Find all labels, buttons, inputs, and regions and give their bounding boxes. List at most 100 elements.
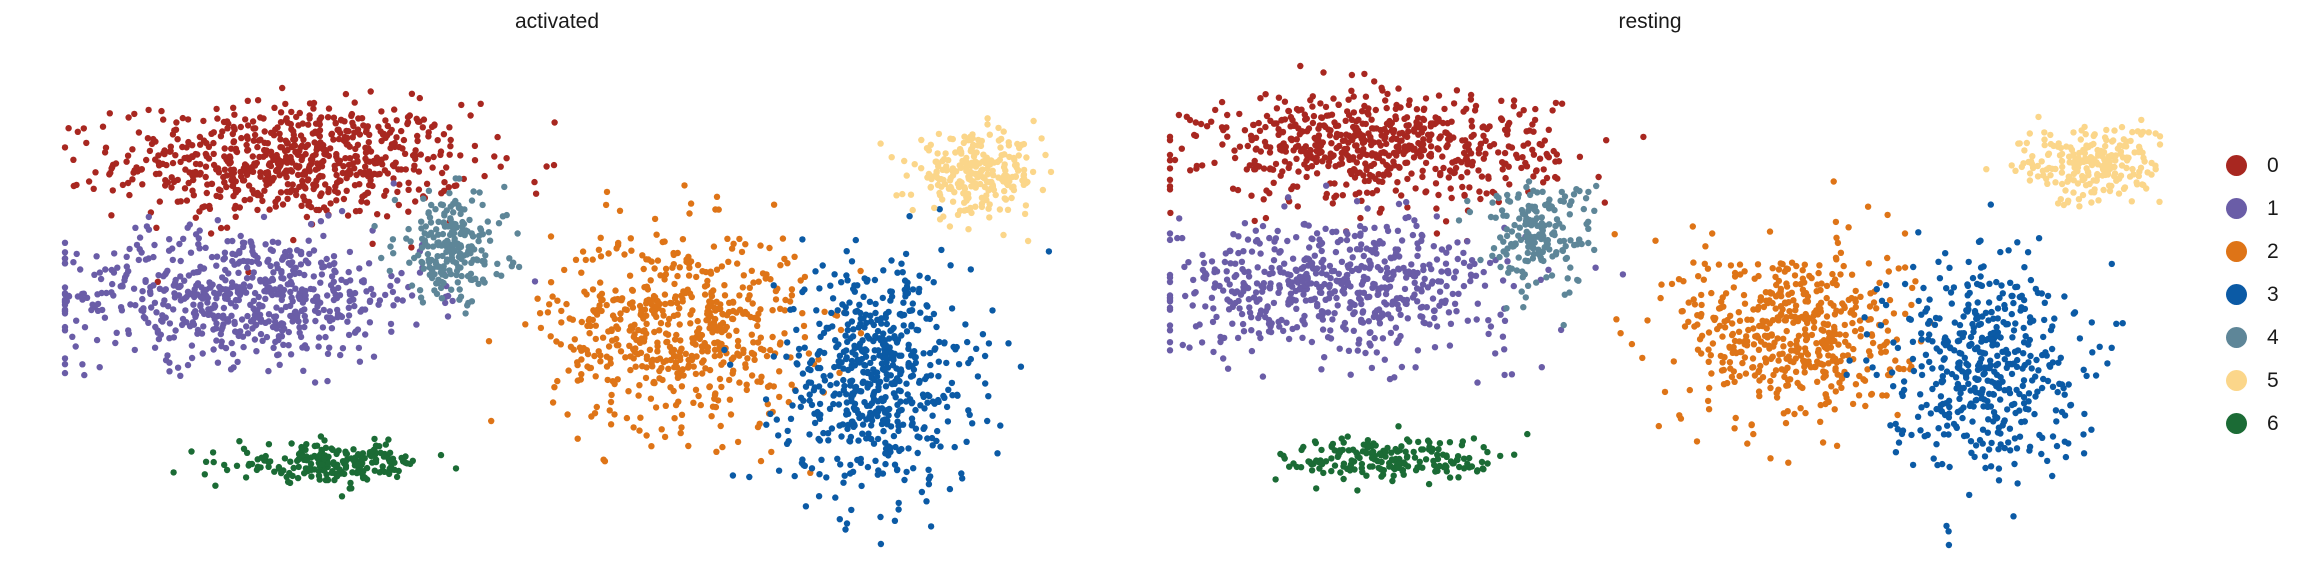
scatter-point <box>1387 329 1395 337</box>
scatter-point <box>287 153 294 161</box>
scatter-point <box>1705 346 1712 353</box>
scatter-point <box>656 300 663 308</box>
scatter-point <box>942 150 949 157</box>
scatter-point <box>699 370 706 377</box>
scatter-point <box>1395 305 1402 313</box>
scatter-point <box>1749 364 1756 371</box>
scatter-point <box>828 309 835 317</box>
scatter-point <box>727 361 734 368</box>
scatter-point <box>233 462 241 469</box>
scatter-point <box>1830 302 1837 309</box>
scatter-point <box>637 414 644 421</box>
scatter-point <box>887 288 894 295</box>
scatter-point <box>347 170 354 177</box>
scatter-point <box>1252 227 1259 234</box>
scatter-point <box>499 213 507 220</box>
scatter-point <box>981 352 989 360</box>
scatter-point <box>648 443 655 450</box>
scatter-point <box>821 349 828 357</box>
scatter-point <box>378 108 385 115</box>
scatter-point <box>704 277 711 285</box>
scatter-point <box>1372 175 1379 182</box>
scatter-point <box>1474 379 1481 386</box>
scatter-point <box>287 288 294 296</box>
scatter-point <box>1450 100 1458 107</box>
scatter-point <box>1797 383 1804 390</box>
scatter-point <box>1426 136 1433 144</box>
scatter-point <box>156 170 163 177</box>
scatter-point <box>1835 341 1842 348</box>
scatter-point <box>452 259 460 267</box>
scatter-point <box>985 393 992 400</box>
scatter-point <box>677 337 684 344</box>
scatter-point <box>909 300 916 307</box>
scatter-point <box>1308 154 1315 161</box>
scatter-point <box>1419 167 1426 174</box>
scatter-point <box>1381 299 1388 306</box>
scatter-point <box>313 206 320 214</box>
scatter-point <box>706 383 713 391</box>
scatter-point <box>381 167 389 174</box>
scatter-point <box>880 267 887 274</box>
scatter-point <box>1297 62 1304 70</box>
scatter-point <box>306 112 313 119</box>
scatter-point <box>481 279 488 286</box>
scatter-point <box>1246 304 1253 311</box>
scatter-point <box>860 378 867 385</box>
scatter-point <box>123 263 130 270</box>
scatter-point <box>61 144 69 151</box>
scatter-point <box>1190 276 1197 284</box>
scatter-point <box>776 393 783 401</box>
scatter-point <box>532 190 540 197</box>
scatter-point <box>1841 321 1848 329</box>
scatter-point <box>394 277 401 284</box>
scatter-point <box>446 231 454 239</box>
scatter-point <box>207 284 214 291</box>
scatter-point <box>323 255 330 263</box>
scatter-point <box>1299 265 1306 272</box>
scatter-point <box>228 145 235 152</box>
scatter-point <box>1848 294 1855 302</box>
scatter-point <box>495 220 503 227</box>
scatter-point <box>1741 354 1749 361</box>
scatter-point <box>224 125 231 132</box>
scatter-point <box>453 271 460 279</box>
scatter-point <box>929 398 937 405</box>
scatter-point <box>1342 117 1349 124</box>
scatter-point <box>190 301 197 308</box>
scatter-point <box>758 373 765 380</box>
scatter-point <box>713 193 721 200</box>
scatter-point <box>1224 365 1232 372</box>
scatter-point <box>589 286 597 293</box>
scatter-point <box>719 443 726 451</box>
scatter-point <box>842 304 849 311</box>
scatter-point <box>1236 143 1244 150</box>
scatter-point <box>930 279 937 286</box>
scatter-point <box>339 169 346 177</box>
scatter-point <box>903 172 910 179</box>
scatter-point <box>1038 135 1045 142</box>
scatter-point <box>1370 239 1378 247</box>
scatter-point <box>843 520 851 527</box>
scatter-point <box>247 318 255 325</box>
scatter-point <box>823 474 830 481</box>
scatter-point <box>165 247 173 254</box>
scatter-point <box>874 398 882 405</box>
scatter-point <box>1422 95 1430 102</box>
scatter-point <box>1801 261 1808 268</box>
scatter-point <box>101 314 109 321</box>
scatter-point <box>622 354 629 361</box>
scatter-point <box>257 464 264 471</box>
scatter-point <box>1417 313 1424 320</box>
scatter-point <box>949 198 957 205</box>
scatter-point <box>961 199 968 206</box>
scatter-point <box>1445 174 1452 181</box>
scatter-point <box>1784 364 1791 372</box>
scatter-point <box>874 316 881 323</box>
scatter-point <box>416 287 424 294</box>
scatter-point <box>864 384 871 391</box>
scatter-point <box>429 164 436 171</box>
scatter-point <box>613 323 620 330</box>
scatter-point <box>1731 269 1739 277</box>
scatter-point <box>197 301 204 308</box>
